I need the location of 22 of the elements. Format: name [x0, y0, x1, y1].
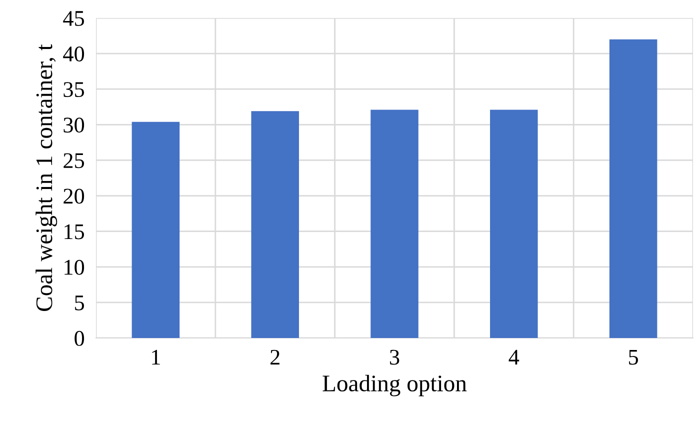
x-tick-label: 3: [390, 350, 400, 365]
y-tick-label: 15: [64, 224, 84, 240]
y-tick-label: 25: [64, 153, 84, 168]
y-tick-label: 5: [75, 296, 84, 310]
x-tick-label: 1: [152, 350, 160, 365]
y-tick-label: 35: [64, 82, 84, 98]
y-axis-title: Coal weight in 1 container, t: [36, 44, 58, 311]
y-tick-label: 20: [64, 188, 84, 204]
bar: [132, 122, 180, 338]
bar: [490, 110, 538, 338]
x-tick-label: 2: [270, 350, 280, 365]
y-tick-label: 40: [63, 46, 84, 62]
bar: [251, 111, 299, 338]
x-tick-label: 5: [629, 350, 638, 365]
x-axis-title: Loading option: [322, 374, 467, 396]
bar: [609, 39, 658, 338]
y-tick-label: 0: [74, 330, 84, 346]
bar: [370, 110, 418, 338]
y-tick-label: 30: [64, 118, 84, 133]
y-tick-label: 45: [63, 11, 84, 26]
y-tick-label: 10: [64, 260, 84, 275]
x-tick-label: 4: [508, 350, 520, 365]
